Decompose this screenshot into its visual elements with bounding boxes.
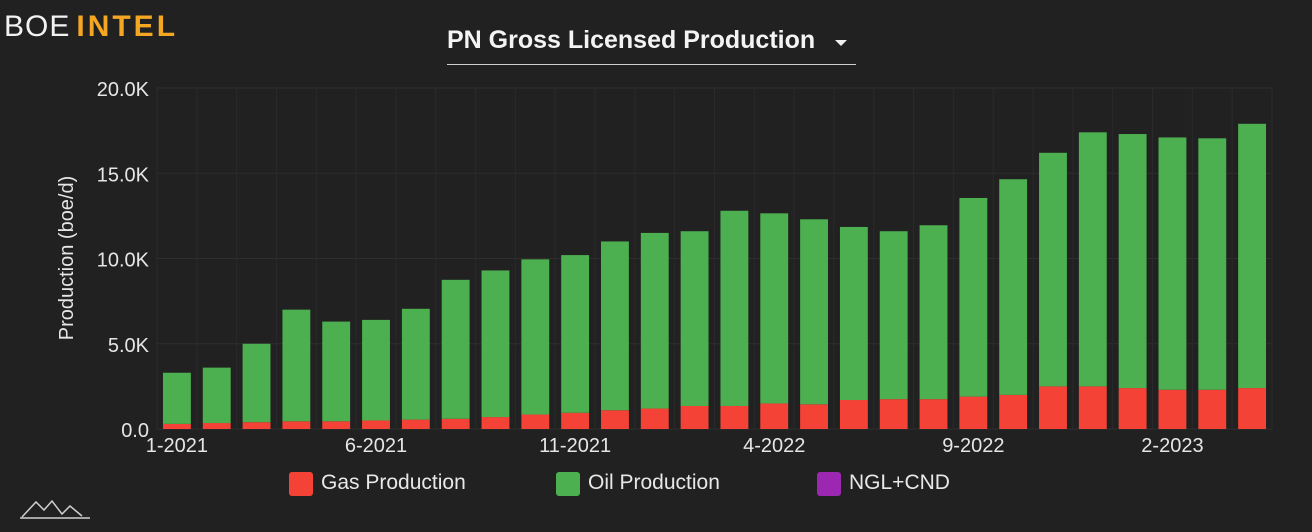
bar-gas-production [1039,386,1067,429]
bar-gas-production [919,399,948,429]
legend-swatch [556,472,580,496]
bar-gas-production [1238,388,1267,429]
bar-gas-production [441,418,470,429]
bar-oil-production [640,232,669,409]
bar-oil-production [1118,134,1147,389]
bar-oil-production [800,219,828,405]
y-tick-label: 20.0K [97,79,150,101]
bar-gas-production [601,410,629,429]
y-tick-label: 5.0K [108,335,150,357]
bar-oil-production [521,259,550,415]
bar-oil-production [1078,132,1107,387]
legend-label: Gas Production [321,471,466,494]
bar-oil-production [760,213,789,404]
brand-logo: BOE INTEL [4,10,178,44]
bar-oil-production [362,319,390,421]
legend-label: Oil Production [588,471,720,494]
bar-gas-production [1198,389,1227,429]
bar-gas-production [362,420,390,429]
y-tick-label: 10.0K [97,250,150,272]
y-tick-label: 0.0 [121,420,149,442]
bar-oil-production [162,372,191,424]
bar-oil-production [1039,152,1067,387]
legend-swatch [289,472,313,496]
mountain-logo-icon [20,499,90,519]
bar-oil-production [680,231,709,406]
bar-oil-production [322,321,351,422]
bar-gas-production [760,403,789,429]
y-axis-label: Production (boe/d) [56,176,78,341]
chart-title: PN Gross Licensed Production [447,26,816,54]
brand-word-boe: BOE [4,10,71,43]
chart-title-dropdown[interactable]: PN Gross Licensed Production [447,22,856,65]
bar-oil-production [202,367,231,424]
bar-oil-production [1198,138,1227,390]
caret-down-icon [835,40,847,46]
bar-oil-production [401,308,430,420]
bar-oil-production [561,255,590,413]
x-tick-label: 4-2022 [743,435,805,457]
bar-gas-production [800,404,828,429]
bar-oil-production [999,179,1028,395]
bar-gas-production [561,412,590,429]
bar-oil-production [1238,123,1267,389]
legend-label: NGL+CND [849,471,950,494]
bar-gas-production [521,414,550,429]
bar-oil-production [242,343,271,423]
legend-swatch [817,472,841,496]
y-tick-label: 15.0K [97,164,150,186]
bar-gas-production [999,394,1028,429]
x-tick-label: 1-2021 [146,435,208,457]
bar-gas-production [401,419,430,429]
bar-oil-production [959,197,988,397]
bar-oil-production [1158,137,1187,390]
bar-gas-production [322,421,351,429]
bar-gas-production [282,421,311,429]
bar-gas-production [640,408,669,429]
bar-oil-production [481,270,510,418]
bar-oil-production [919,225,948,400]
bar-gas-production [162,423,191,429]
bar-oil-production [601,241,629,411]
bar-oil-production [879,231,908,400]
bar-gas-production [879,399,908,429]
bar-gas-production [202,423,231,429]
x-tick-label: 2-2023 [1141,435,1203,457]
bar-gas-production [839,400,868,429]
bar-oil-production [839,226,868,401]
bar-gas-production [1158,389,1187,429]
x-tick-label: 11-2021 [539,435,611,457]
bar-gas-production [481,417,510,429]
x-tick-label: 9-2022 [942,435,1004,457]
bar-oil-production [282,309,311,422]
bar-gas-production [1078,386,1107,429]
x-tick-label: 6-2021 [345,435,407,457]
brand-word-intel: INTEL [76,10,179,43]
bar-gas-production [242,422,271,429]
bar-gas-production [1118,388,1147,429]
bar-gas-production [680,405,709,429]
bar-gas-production [720,405,749,429]
bar-oil-production [720,210,749,406]
bar-oil-production [441,279,470,419]
bar-gas-production [959,396,988,429]
